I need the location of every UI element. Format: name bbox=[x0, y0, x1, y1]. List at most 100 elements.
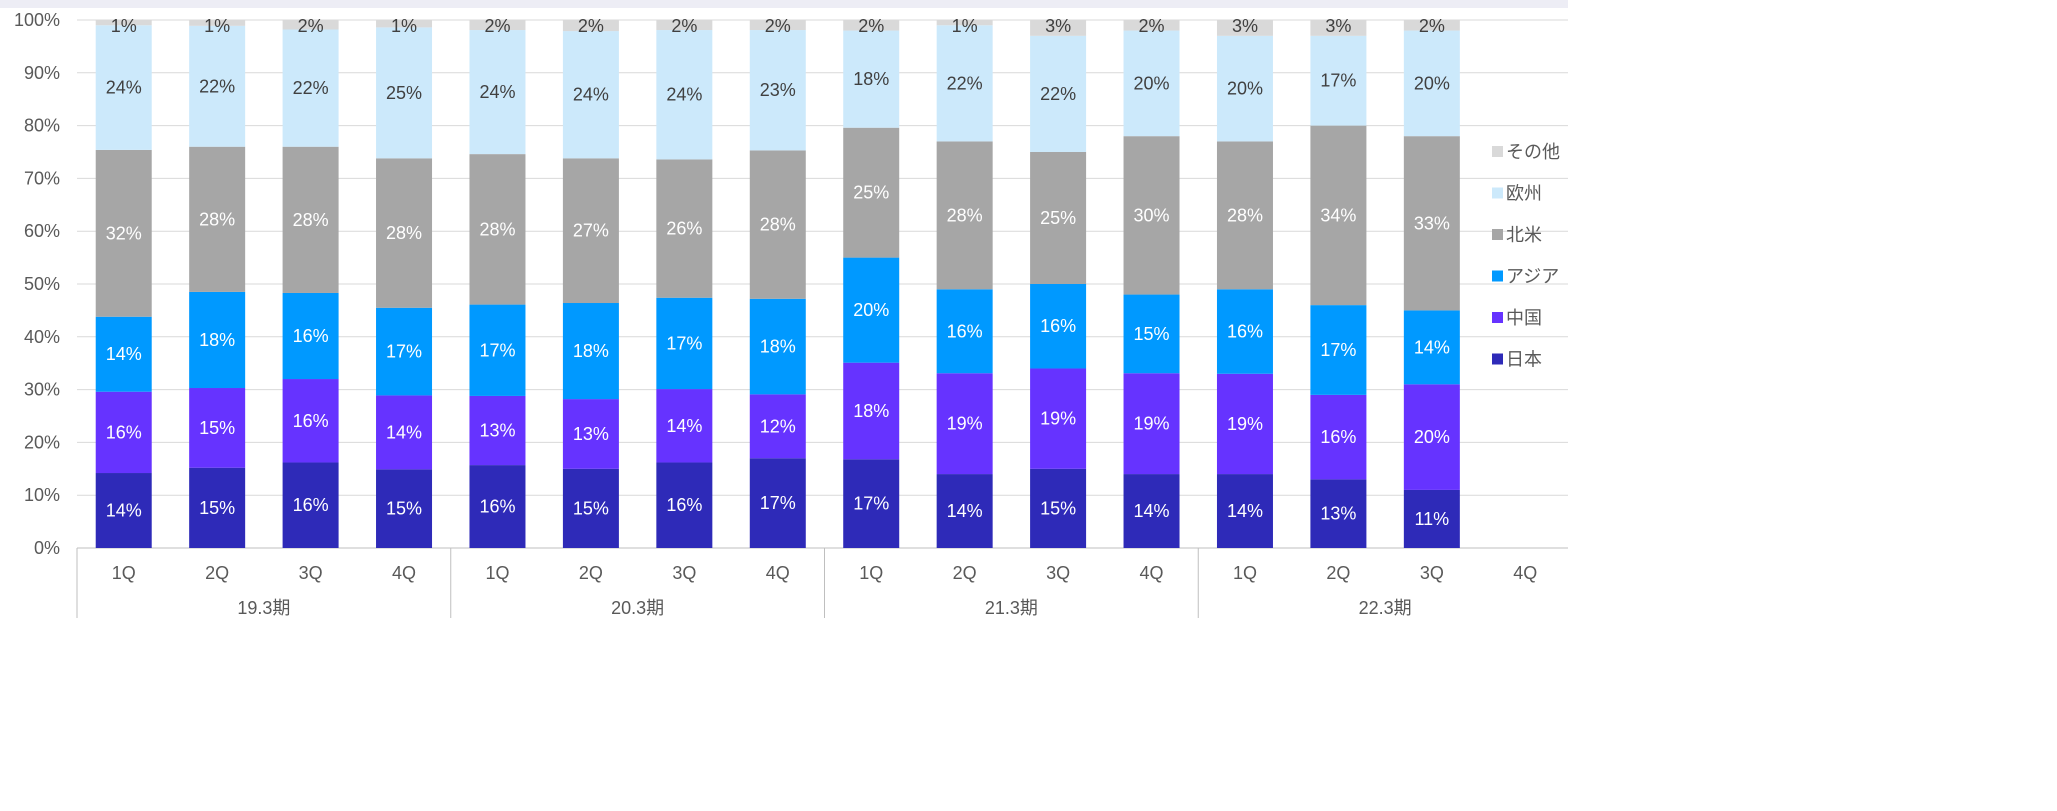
data-label: 14% bbox=[1414, 337, 1450, 357]
bar-segment bbox=[282, 29, 339, 147]
data-label: 16% bbox=[293, 411, 329, 431]
data-label: 14% bbox=[1134, 501, 1170, 521]
data-label: 17% bbox=[760, 493, 796, 513]
x-tick-label: 1Q bbox=[1233, 563, 1257, 583]
data-label: 2% bbox=[858, 16, 884, 36]
data-label: 14% bbox=[1227, 501, 1263, 521]
data-label: 15% bbox=[386, 499, 422, 519]
legend-swatch bbox=[1492, 187, 1503, 199]
x-tick-label: 2Q bbox=[579, 563, 603, 583]
y-tick-label: 10% bbox=[24, 485, 60, 505]
data-label: 28% bbox=[760, 215, 796, 235]
bar-segment bbox=[95, 316, 152, 392]
y-tick-label: 60% bbox=[24, 221, 60, 241]
data-label: 24% bbox=[573, 85, 609, 105]
data-label: 28% bbox=[947, 205, 983, 225]
data-label: 24% bbox=[666, 85, 702, 105]
data-label: 3% bbox=[1045, 16, 1071, 36]
data-label: 32% bbox=[106, 223, 142, 243]
data-label: 20% bbox=[1227, 79, 1263, 99]
x-tick-label: 4Q bbox=[392, 563, 416, 583]
bar-segment bbox=[189, 20, 246, 26]
bar-segment bbox=[1403, 310, 1460, 385]
data-label: 14% bbox=[666, 416, 702, 436]
bar-segment bbox=[1216, 141, 1273, 290]
legend-label: 日本 bbox=[1506, 350, 1542, 370]
legend-swatch bbox=[1492, 270, 1503, 282]
bar-segment bbox=[1216, 20, 1273, 36]
data-label: 28% bbox=[1227, 205, 1263, 225]
data-label: 19% bbox=[947, 414, 983, 434]
bar-segment bbox=[749, 150, 806, 299]
data-label: 15% bbox=[199, 498, 235, 518]
bar-segment bbox=[749, 20, 806, 31]
data-label: 16% bbox=[479, 497, 515, 517]
data-label: 25% bbox=[386, 83, 422, 103]
bar-segment bbox=[189, 467, 246, 548]
data-label: 26% bbox=[666, 219, 702, 239]
legend-label: 北米 bbox=[1506, 225, 1542, 245]
bar-segment bbox=[1030, 368, 1087, 469]
bar-segment bbox=[1030, 284, 1087, 369]
bar-segment bbox=[1310, 394, 1367, 480]
bar-segment bbox=[562, 303, 619, 400]
bar-segment bbox=[95, 473, 152, 548]
bar-segment bbox=[843, 362, 900, 460]
group-label: 22.3期 bbox=[1359, 598, 1412, 618]
bar-segment bbox=[1123, 373, 1180, 475]
data-label: 15% bbox=[199, 418, 235, 438]
bar-segment bbox=[843, 30, 900, 128]
data-label: 34% bbox=[1320, 205, 1356, 225]
data-label: 18% bbox=[573, 341, 609, 361]
data-label: 2% bbox=[671, 16, 697, 36]
x-tick-label: 3Q bbox=[1046, 563, 1070, 583]
bar-segment bbox=[282, 462, 339, 548]
legend-label: その他 bbox=[1506, 142, 1560, 162]
y-tick-label: 80% bbox=[24, 116, 60, 136]
data-label: 3% bbox=[1232, 16, 1258, 36]
data-label: 16% bbox=[293, 326, 329, 346]
x-tick-label: 1Q bbox=[485, 563, 509, 583]
y-tick-label: 0% bbox=[34, 538, 60, 558]
bar-segment bbox=[1123, 474, 1180, 548]
data-label: 14% bbox=[947, 501, 983, 521]
bar-segment bbox=[282, 292, 339, 380]
bar-segment bbox=[936, 474, 993, 548]
bar-segment bbox=[843, 459, 900, 548]
data-label: 24% bbox=[479, 82, 515, 102]
bar-segment bbox=[843, 20, 900, 31]
bar-segment bbox=[1403, 136, 1460, 311]
bar-segment bbox=[282, 146, 339, 293]
bar-segment bbox=[656, 159, 713, 298]
bar-segment bbox=[189, 25, 246, 147]
data-label: 1% bbox=[952, 16, 978, 36]
data-label: 17% bbox=[853, 494, 889, 514]
data-label: 18% bbox=[199, 330, 235, 350]
x-tick-label: 3Q bbox=[1420, 563, 1444, 583]
bar-segment bbox=[189, 291, 246, 389]
data-label: 3% bbox=[1325, 16, 1351, 36]
bar-segment bbox=[936, 141, 993, 290]
data-label: 18% bbox=[853, 69, 889, 89]
legend-swatch bbox=[1492, 146, 1503, 157]
data-label: 20% bbox=[853, 300, 889, 320]
bar-segment bbox=[469, 395, 526, 466]
data-label: 12% bbox=[760, 416, 796, 436]
bar-segment bbox=[282, 20, 339, 30]
bar-segment bbox=[95, 391, 152, 474]
data-label: 11% bbox=[1414, 509, 1449, 529]
data-label: 25% bbox=[1040, 208, 1076, 228]
data-label: 33% bbox=[1414, 213, 1450, 233]
bar-segment bbox=[843, 257, 900, 363]
data-label: 20% bbox=[1414, 73, 1450, 93]
group-label: 20.3期 bbox=[611, 598, 664, 618]
x-tick-label: 2Q bbox=[205, 563, 229, 583]
x-tick-label: 1Q bbox=[859, 563, 883, 583]
data-label: 28% bbox=[293, 210, 329, 230]
bar-segment bbox=[1030, 20, 1087, 36]
bar-segment bbox=[1310, 35, 1367, 126]
y-tick-label: 90% bbox=[24, 63, 60, 83]
data-label: 18% bbox=[760, 337, 796, 357]
data-label: 13% bbox=[479, 421, 515, 441]
bar-segment bbox=[1030, 35, 1087, 153]
